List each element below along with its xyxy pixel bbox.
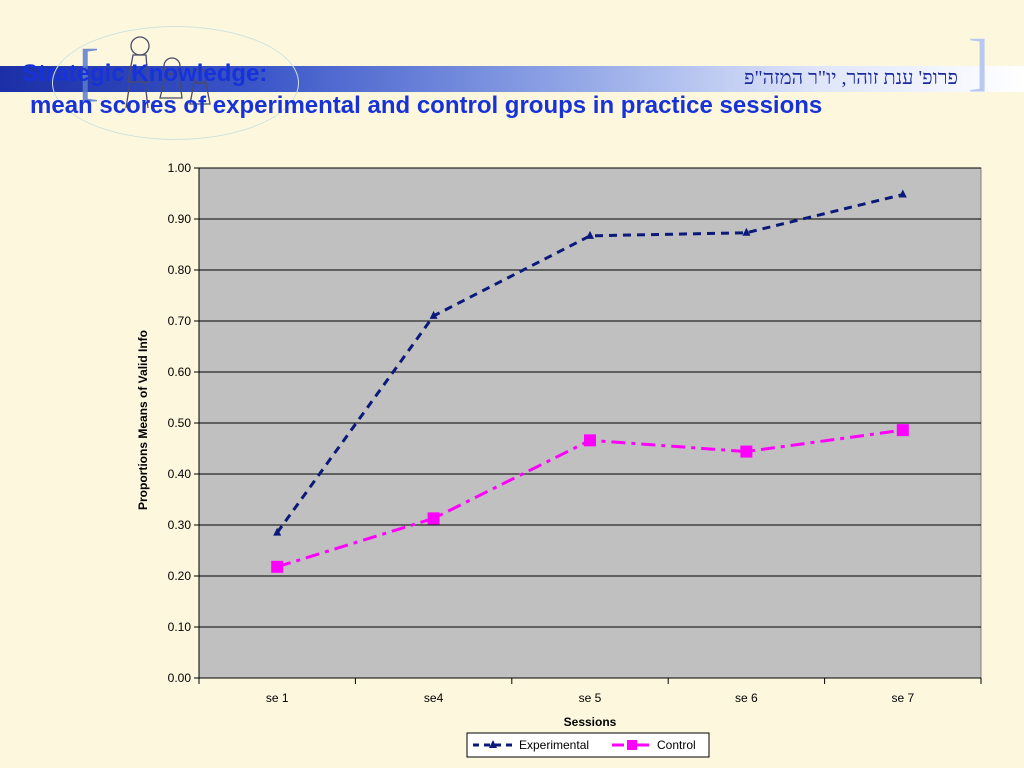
x-tick-label: se 1 (266, 691, 289, 705)
y-tick-label: 0.50 (168, 416, 192, 430)
y-tick-label: 0.80 (168, 263, 192, 277)
data-point-control (740, 445, 753, 458)
data-point-control (271, 560, 284, 573)
data-point-control (896, 424, 909, 437)
legend-marker-experimental (489, 740, 497, 748)
data-point-control (584, 434, 596, 447)
x-axis-label: Sessions (564, 715, 617, 729)
legend-label-experimental: Experimental (519, 738, 589, 752)
slide-subtitle: mean scores of experimental and control … (30, 92, 823, 119)
y-tick-label: 0.60 (168, 365, 192, 379)
y-tick-label: 0.00 (168, 671, 192, 685)
y-tick-label: 0.10 (168, 620, 192, 634)
x-tick-label: se 5 (579, 691, 602, 705)
y-tick-label: 0.30 (168, 518, 192, 532)
data-point-experimental (586, 230, 594, 239)
x-tick-label: se4 (424, 691, 444, 705)
y-axis-label: Proportions Means of Valid Info (136, 330, 150, 510)
x-tick-label: se 7 (891, 691, 914, 705)
author-credit: פרופ' ענת זוהר, יו"ר המזה"פ (744, 67, 958, 89)
plot-area-group: 0.00 0.10 0.20 0.30 0.40 0.50 0.60 0.70 0.80 0.90… (168, 161, 982, 705)
y-tick-label: 0.90 (168, 212, 192, 226)
legend-label-control: Control (657, 738, 696, 752)
legend-marker-control (627, 740, 637, 750)
legend: Experimental Control (466, 732, 710, 758)
decorative-bracket-left: [ (78, 36, 100, 107)
data-point-experimental (273, 527, 282, 536)
data-point-experimental (429, 310, 438, 319)
children-sketch-logo (125, 36, 211, 109)
y-tick-label: 0.20 (168, 569, 192, 583)
data-point-control (427, 512, 440, 525)
data-point-experimental (898, 189, 907, 198)
x-tick-label: se 6 (735, 691, 758, 705)
data-point-experimental (742, 227, 751, 236)
y-tick-label: 0.70 (168, 314, 192, 328)
y-tick-label: 1.00 (168, 161, 192, 175)
logo-ellipse (52, 26, 299, 140)
decorative-bracket-right: ] (968, 26, 990, 97)
slide-title: Strategic Knowledge: (22, 60, 268, 87)
y-tick-label: 0.40 (168, 467, 192, 481)
